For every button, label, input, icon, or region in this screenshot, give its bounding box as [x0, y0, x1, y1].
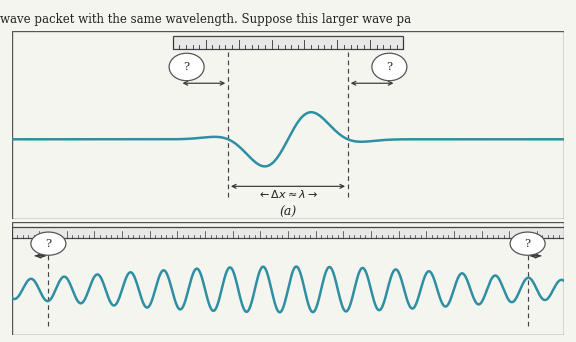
Text: ?: ? [184, 62, 190, 72]
Bar [173, 36, 403, 49]
Text: ?: ? [525, 239, 530, 249]
Circle shape [169, 53, 204, 81]
Text: ?: ? [386, 62, 392, 72]
Circle shape [372, 53, 407, 81]
Text: wave packet with the same wavelength. Suppose this larger wave pa: wave packet with the same wavelength. Su… [0, 13, 411, 26]
Bar [12, 227, 564, 238]
Circle shape [510, 232, 545, 255]
Text: ?: ? [46, 239, 51, 249]
Text: $\leftarrow\Delta x \approx \lambda\rightarrow$: $\leftarrow\Delta x \approx \lambda\righ… [257, 188, 319, 200]
Circle shape [31, 232, 66, 255]
Text: (a): (a) [279, 206, 297, 219]
